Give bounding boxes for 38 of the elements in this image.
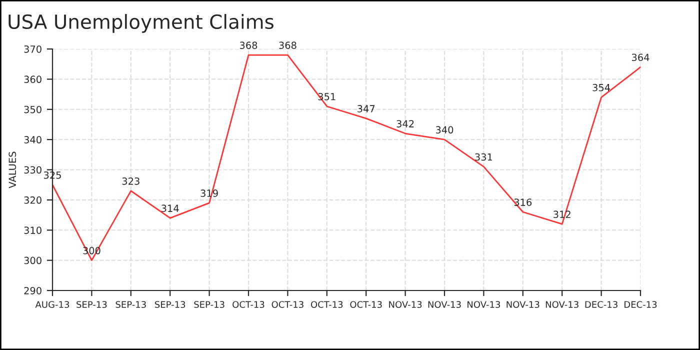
data-label: 340 xyxy=(436,126,454,134)
x-tick-label: DEC-13 xyxy=(585,301,618,308)
chart-title: USA Unemployment Claims xyxy=(8,14,274,33)
y-tick-label: 300 xyxy=(24,256,42,264)
x-tick-label: NOV-13 xyxy=(546,301,578,308)
data-label: 323 xyxy=(122,177,140,185)
x-tick-label: NOV-13 xyxy=(389,301,422,308)
x-tick-label: OCT-13 xyxy=(232,301,264,308)
y-axis-title: VALUES xyxy=(8,152,16,188)
data-label: 347 xyxy=(358,105,375,112)
x-tick-label: OCT-13 xyxy=(272,301,304,308)
x-tick-label: DEC-13 xyxy=(624,301,657,308)
data-label: 354 xyxy=(592,84,610,92)
x-tick-label: SEP-13 xyxy=(194,301,224,308)
x-tick-label: SEP-13 xyxy=(154,301,186,308)
y-tick-label: 290 xyxy=(24,286,42,294)
y-tick-label: 310 xyxy=(24,226,42,234)
data-label: 342 xyxy=(396,120,414,128)
y-tick-label: 320 xyxy=(24,196,42,204)
x-tick-label: NOV-13 xyxy=(468,301,500,308)
y-tick-label: 360 xyxy=(24,76,42,84)
x-tick-label: OCT-13 xyxy=(350,301,382,308)
y-tick-label: 340 xyxy=(24,136,42,144)
x-tick-label: SEP-13 xyxy=(116,301,146,308)
y-tick-label: 370 xyxy=(24,45,42,53)
x-tick-label: NOV-13 xyxy=(506,301,540,308)
data-label: 368 xyxy=(279,42,296,49)
data-label: 331 xyxy=(475,153,492,161)
data-label: 364 xyxy=(632,54,650,62)
data-label: 314 xyxy=(162,204,179,212)
data-label: 316 xyxy=(514,198,532,206)
x-tick-label: AUG-13 xyxy=(35,301,70,308)
y-tick-label: 330 xyxy=(24,166,42,174)
x-tick-label: NOV-13 xyxy=(428,301,461,308)
x-tick-label: SEP-13 xyxy=(76,301,107,308)
x-tick-label: OCT-13 xyxy=(310,301,343,308)
data-label: 368 xyxy=(240,42,258,49)
y-tick-label: 350 xyxy=(24,106,42,114)
